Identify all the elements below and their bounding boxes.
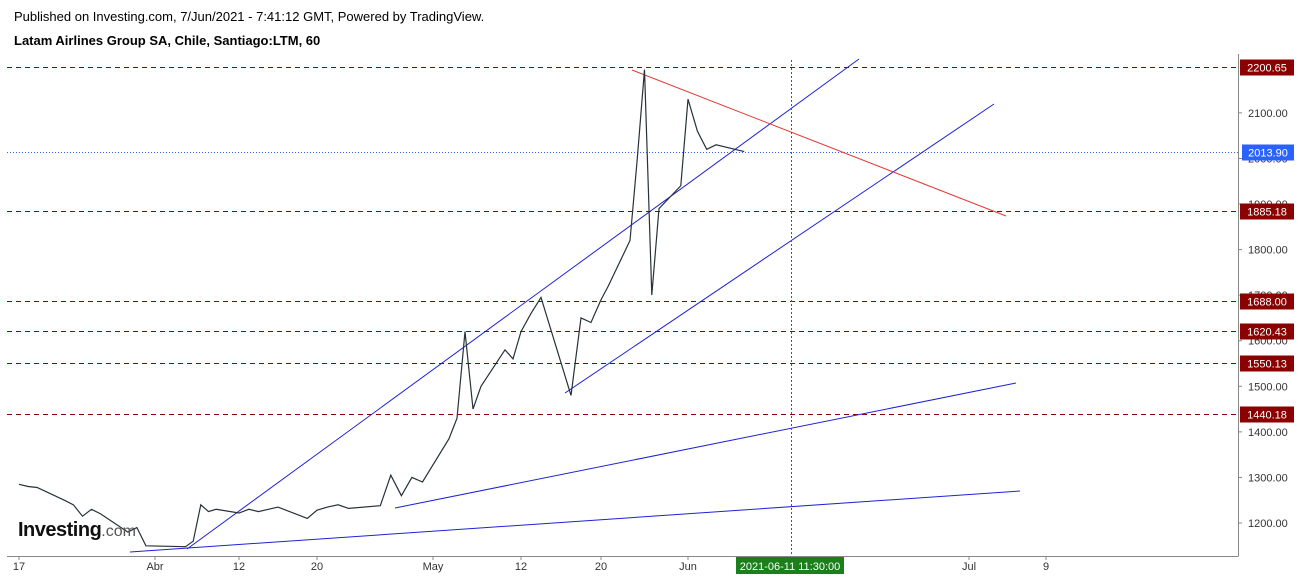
- current-price-tag-text: 2013.90: [1248, 148, 1288, 160]
- investing-logo: Investing.com: [18, 519, 136, 542]
- horizontal-levels: [7, 67, 1238, 415]
- y-tick-label: 1800.00: [1248, 245, 1288, 257]
- y-tick-label: 2100.00: [1248, 108, 1288, 120]
- x-tick-label: Abr: [146, 561, 163, 573]
- level-tag-box: [1240, 59, 1294, 76]
- trendline-blue-2: [564, 103, 995, 394]
- current-price-tag: 2013.90: [1242, 144, 1294, 161]
- trendlines: [129, 58, 1021, 553]
- level-tag-box: [1240, 355, 1294, 372]
- crosshair-date-text: 2021-06-11 11:30:00: [740, 561, 841, 573]
- y-tick-label: 1500.00: [1248, 381, 1288, 393]
- logo-wordmark: Investing: [18, 519, 102, 541]
- trendline-blue-3: [394, 382, 1017, 509]
- y-tick-label: 1400.00: [1248, 427, 1288, 439]
- level-tag-box: [1240, 323, 1294, 340]
- current-price-tag-box: [1242, 144, 1294, 161]
- trendline-blue-1: [186, 58, 860, 550]
- published-caption: Published on Investing.com, 7/Jun/2021 -…: [14, 9, 485, 24]
- logo-suffix: .com: [101, 523, 136, 540]
- level-price-tags: 2200.65 1885.18 1688.00 1620.43 1550.13 1440.…: [1240, 59, 1294, 423]
- level-tag-text: 1620.43: [1247, 327, 1287, 339]
- x-tick-label: 20: [311, 561, 323, 573]
- x-axis-ticks: 17 Abr 12 20 May 12 20 Jun Jul 9: [13, 556, 1049, 573]
- x-tick-label: 12: [233, 561, 245, 573]
- symbol-title: Latam Airlines Group SA, Chile, Santiago…: [14, 33, 321, 48]
- x-tick-label: 12: [515, 561, 527, 573]
- level-tag-box: [1240, 293, 1294, 310]
- level-tag-text: 1885.18: [1247, 207, 1287, 219]
- trendline-red-1: [631, 69, 1007, 217]
- price-series-line: [18, 69, 745, 548]
- x-tick-label: 20: [595, 561, 607, 573]
- x-tick-label: 17: [13, 561, 25, 573]
- y-axis-ticks: 1200.001300.001400.001500.001600.001700.…: [1238, 108, 1288, 530]
- x-tick-label: May: [423, 561, 444, 573]
- trendline-blue-4: [129, 490, 1021, 553]
- x-tick-label: Jul: [962, 561, 976, 573]
- level-tag-box: [1240, 406, 1294, 423]
- x-tick-label: Jun: [679, 561, 697, 573]
- y-tick-label: 1200.00: [1248, 518, 1288, 530]
- y-tick-label: 1300.00: [1248, 472, 1288, 484]
- crosshair-date-tag: 2021-06-11 11:30:00: [736, 557, 844, 574]
- level-tag-text: 1440.18: [1247, 410, 1287, 422]
- level-tag-text: 1550.13: [1247, 359, 1287, 371]
- x-tick-label: 9: [1043, 561, 1049, 573]
- level-tag-text: 1688.00: [1247, 297, 1287, 309]
- level-tag-text: 2200.65: [1247, 63, 1287, 75]
- crosshair-date-box: [736, 557, 844, 574]
- level-tag-box: [1240, 203, 1294, 220]
